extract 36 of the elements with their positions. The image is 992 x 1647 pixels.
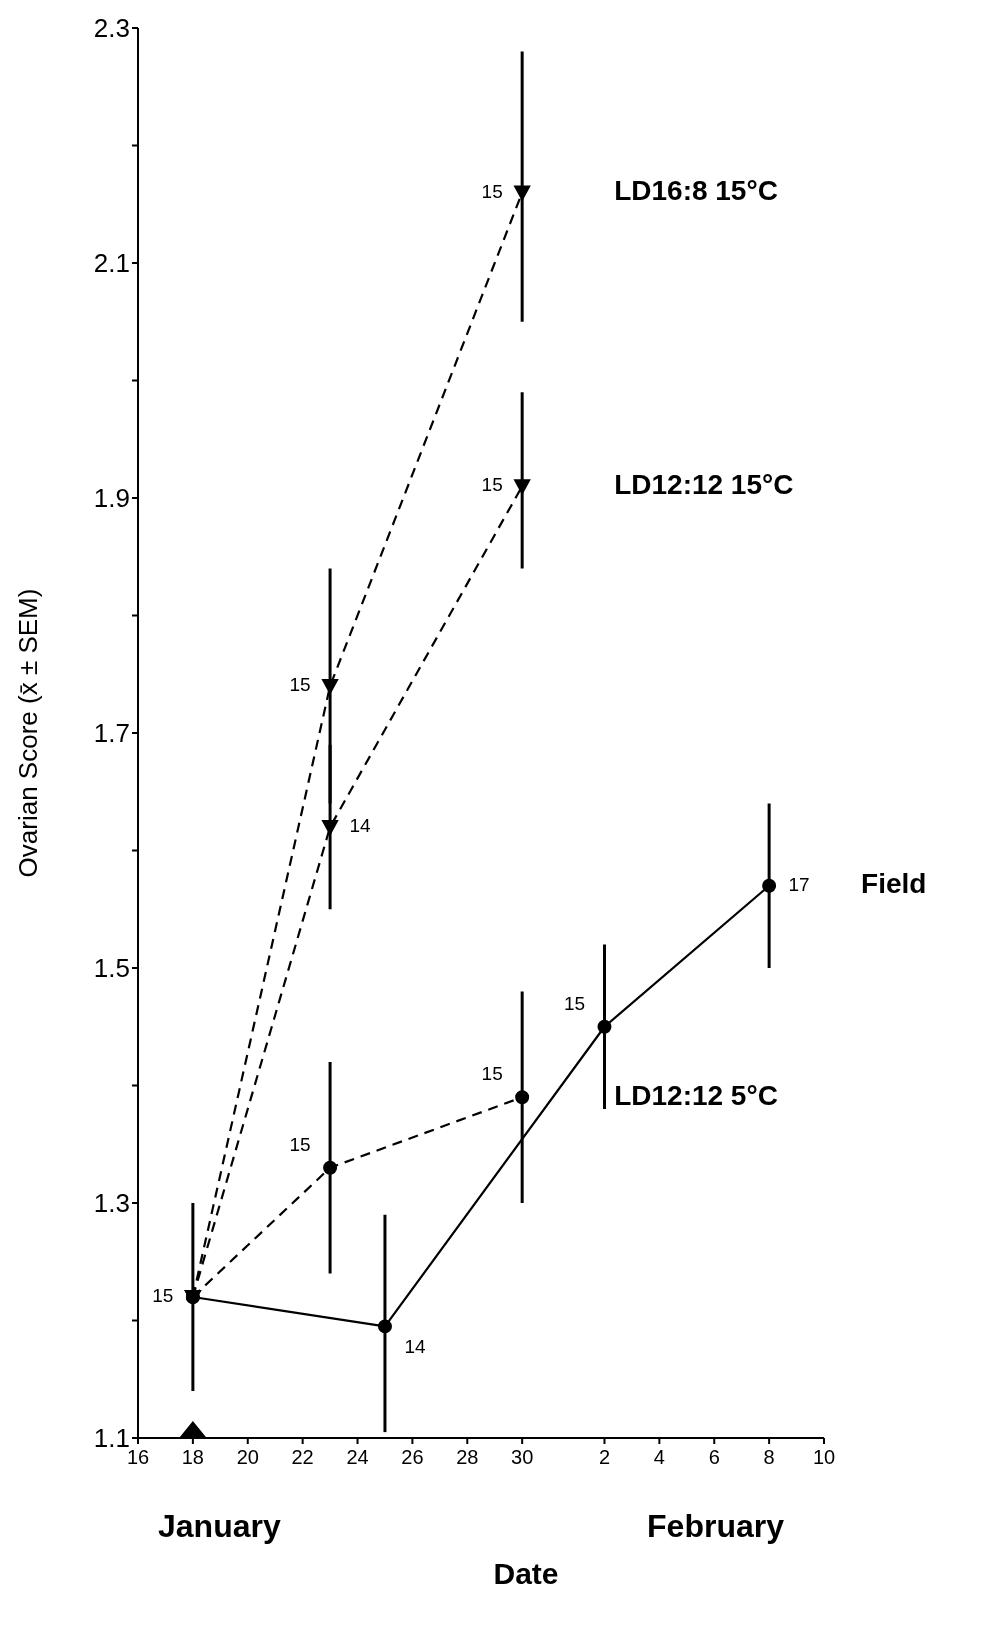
annotation: 15	[481, 1063, 503, 1085]
x-tick-label: 10	[812, 1446, 836, 1468]
y-tick-label: 1.9	[93, 483, 130, 514]
text: LD12:12 5°C	[614, 1079, 778, 1111]
x-tick-label: 22	[291, 1446, 314, 1468]
x-tick-label: 8	[763, 1446, 775, 1468]
x-tick-label: 24	[346, 1446, 369, 1468]
x-tick-label: 6	[708, 1446, 720, 1468]
text: LD12:12 15°C	[614, 468, 794, 500]
y-axis-title: Ovarian Score (x̄ ± SEM)	[13, 588, 44, 878]
annotation: 17	[788, 873, 810, 895]
y-tick-label: 1.5	[93, 953, 130, 984]
x-tick-label: 18	[181, 1446, 205, 1468]
annotation: 15	[563, 992, 586, 1014]
x-tick-label: 20	[236, 1446, 259, 1468]
annotation: 14	[404, 1336, 426, 1358]
annotation: 15	[289, 1133, 311, 1155]
x-tick-label: 2	[598, 1446, 611, 1468]
y-tick-label: 2.3	[93, 13, 130, 44]
annotation: 15	[481, 474, 503, 496]
annotation: 14	[349, 815, 372, 837]
x-tick-label: 26	[401, 1446, 424, 1468]
annotation: 15	[481, 180, 503, 202]
x-axis-title: Date	[492, 1557, 560, 1591]
annotation: 15	[289, 674, 311, 696]
y-tick-label: 1.3	[93, 1188, 130, 1219]
text: February	[647, 1508, 784, 1545]
text: January	[158, 1508, 281, 1545]
text: LD16:8 15°C	[614, 174, 778, 206]
y-tick-label: 1.7	[93, 718, 130, 749]
y-tick-label: 2.1	[93, 248, 130, 279]
annotation: 15	[152, 1285, 174, 1307]
x-tick-label: 4	[653, 1446, 665, 1468]
text: Field	[861, 868, 927, 900]
x-tick-label: 28	[456, 1446, 479, 1468]
x-tick-label: 30	[511, 1446, 534, 1468]
